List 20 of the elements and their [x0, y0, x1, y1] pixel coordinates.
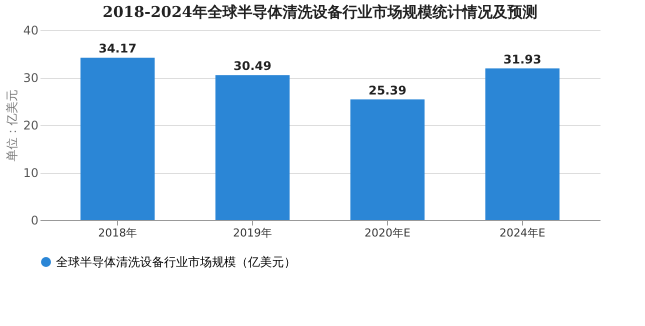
bar	[350, 99, 425, 220]
x-tick-label: 2020年E	[364, 226, 410, 240]
bar	[485, 68, 560, 220]
data-label: 34.17	[98, 42, 137, 56]
x-tick-label: 2024年E	[499, 226, 546, 240]
data-label: 31.93	[503, 52, 542, 66]
x-tick-label: 2019年	[233, 226, 272, 240]
x-tick-label: 2018年	[98, 226, 138, 240]
y-tick-label: 10	[23, 166, 38, 180]
y-axis-title: 单位：亿美元	[5, 90, 20, 162]
data-label: 30.49	[234, 59, 272, 74]
y-tick-label: 0	[30, 214, 38, 228]
y-tick-label: 30	[23, 71, 38, 85]
data-label: 25.39	[368, 83, 406, 98]
y-tick-label: 40	[23, 24, 38, 38]
bar	[215, 75, 290, 220]
y-tick-label: 20	[23, 118, 38, 132]
chart-title: 2018-2024年全球半导体清洗设备行业市场规模统计情况及预测	[102, 3, 538, 21]
legend-label: 全球半导体清洗设备行业市场规模（亿美元）	[56, 255, 296, 269]
bar	[80, 58, 155, 220]
